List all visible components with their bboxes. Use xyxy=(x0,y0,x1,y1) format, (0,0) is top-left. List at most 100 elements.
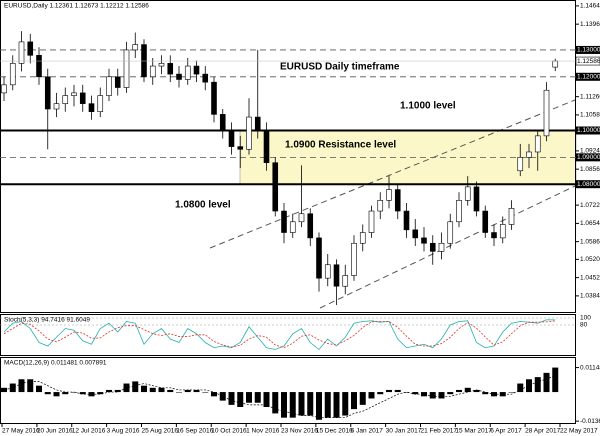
y-tick-label: 1.13960 xyxy=(580,21,600,28)
y-tick-label: 1.05200 xyxy=(580,256,600,263)
candle-body xyxy=(184,65,191,80)
candle-body xyxy=(176,73,182,80)
x-tick-label: 27 May 2016 xyxy=(2,428,40,435)
macd-bar xyxy=(412,392,419,395)
macd-bar xyxy=(499,392,506,397)
candle-body xyxy=(36,55,42,78)
candle-body xyxy=(106,76,112,96)
level-label: 1.08000 xyxy=(577,181,600,188)
candle-body xyxy=(71,92,77,96)
candle-body xyxy=(1,84,7,94)
candle-body xyxy=(482,210,489,233)
y-tick-label: 1.04520 xyxy=(580,274,600,281)
candle-body xyxy=(53,103,60,110)
candle-body xyxy=(246,116,252,150)
candle-body xyxy=(237,146,244,150)
x-tick-label: 6 Jan 2017 xyxy=(351,428,384,435)
macd-bar xyxy=(53,392,60,397)
x-tick-label: 20 Jun 2016 xyxy=(37,428,73,435)
candle-body xyxy=(464,186,471,201)
candle-body xyxy=(333,264,340,287)
macd-bar xyxy=(9,383,16,393)
x-tick-label: 21 Feb 2017 xyxy=(421,428,458,435)
macd-bar xyxy=(149,387,156,393)
main-panel xyxy=(0,0,576,313)
candle-body xyxy=(368,210,375,233)
candle-body xyxy=(552,60,559,68)
macd-bar xyxy=(141,385,147,393)
macd-bar xyxy=(176,392,182,393)
candle-body xyxy=(438,242,445,252)
annotation: 1.0900 Resistance level xyxy=(285,140,396,151)
macd-bar xyxy=(193,389,200,393)
candle-body xyxy=(351,242,357,276)
macd-bar xyxy=(246,392,252,403)
macd-bar xyxy=(202,392,209,393)
x-tick-label: 30 Jan 2017 xyxy=(386,428,422,435)
candle-body xyxy=(289,221,296,233)
x-tick-label: 15 Dec 2016 xyxy=(316,428,353,435)
macd-bar xyxy=(394,389,401,393)
y-tick-label: 1.09240 xyxy=(580,148,600,155)
y-tick-label: 0.011481 xyxy=(580,364,600,371)
candle-body xyxy=(228,130,235,147)
candle-body xyxy=(534,135,541,153)
candle-body xyxy=(307,213,314,239)
channel-line xyxy=(319,185,576,309)
macd-bar xyxy=(543,372,550,393)
level-label-box xyxy=(576,45,600,54)
macd-bar xyxy=(158,387,165,393)
macd-bar xyxy=(62,392,69,395)
y-tick-label: 80 xyxy=(580,322,588,329)
candle-body xyxy=(44,76,51,110)
level-label: 1.09000 xyxy=(577,154,600,161)
candle-body xyxy=(88,103,95,112)
channel-line xyxy=(209,99,576,249)
candle-body xyxy=(219,114,226,131)
candle-body xyxy=(359,232,366,244)
candle-body xyxy=(421,237,427,244)
macd-bar xyxy=(482,392,489,395)
macd-bar xyxy=(421,392,427,397)
macd-bar xyxy=(438,392,445,399)
candle-body xyxy=(193,65,200,75)
macd-bar xyxy=(106,389,112,393)
level-label-box xyxy=(576,72,600,81)
y-tick-label: 1.03840 xyxy=(580,293,600,300)
macd-bar xyxy=(508,392,515,393)
macd-panel xyxy=(0,357,576,424)
candle-body xyxy=(211,81,217,115)
candle-body xyxy=(114,76,121,88)
candle-body xyxy=(394,189,401,212)
macd-bar xyxy=(526,379,532,393)
candle-body xyxy=(543,89,550,137)
macd-bar xyxy=(316,392,322,420)
macd-bar xyxy=(27,379,34,393)
candle-body xyxy=(97,95,104,112)
candle-body xyxy=(149,65,156,78)
macd-bar xyxy=(132,381,139,393)
macd-bar xyxy=(219,392,226,401)
y-tick-label: 1.05860 xyxy=(580,238,600,245)
x-tick-label: 6 Apr 2017 xyxy=(490,428,522,435)
level-label: 1.12000 xyxy=(577,74,600,81)
macd-bar xyxy=(18,379,25,393)
macd-bar xyxy=(386,389,392,393)
candle-body xyxy=(377,200,384,212)
candle-body xyxy=(272,162,279,212)
y-tick-label: 100 xyxy=(580,315,591,322)
candle-body xyxy=(263,130,270,164)
candle-body xyxy=(167,63,174,75)
y-tick-label: -0.013624 xyxy=(580,418,600,425)
x-tick-label: 16 Sep 2016 xyxy=(176,428,213,435)
macd-signal xyxy=(3,374,556,419)
stoch-line xyxy=(3,319,556,351)
candle-body xyxy=(499,224,506,239)
candle-body xyxy=(9,63,16,86)
current-price-box xyxy=(575,56,600,66)
macd-bar xyxy=(464,387,471,393)
y-tick-label: 1.07220 xyxy=(580,202,600,209)
macd-bar xyxy=(237,392,244,407)
macd-bar xyxy=(517,383,524,393)
